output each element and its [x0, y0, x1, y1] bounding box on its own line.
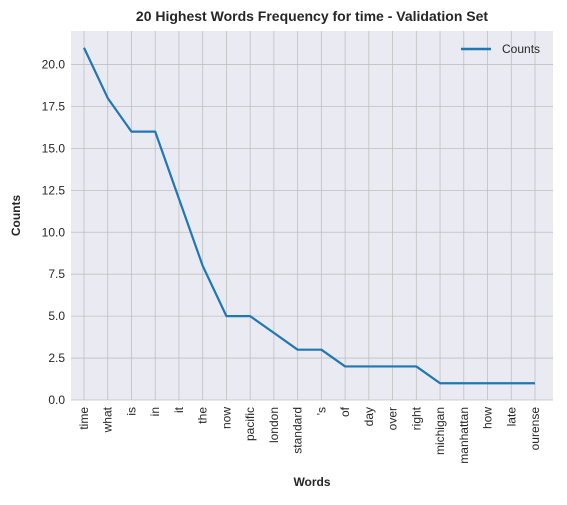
series-line-counts	[83, 47, 535, 385]
x-tick-label: the	[196, 407, 210, 424]
y-tick-label: 10.0	[42, 225, 66, 239]
legend-label-counts: Counts	[502, 42, 540, 56]
y-tick-label: 20.0	[42, 58, 66, 72]
x-tick-label: it	[172, 406, 186, 413]
x-tick-label: in	[148, 407, 162, 416]
x-tick-label: day	[362, 407, 376, 426]
x-tick-label: now	[219, 407, 233, 429]
x-tick-label: over	[386, 407, 400, 430]
plot-area	[71, 31, 553, 400]
y-tick-labels: 0.0 2.5 5.0 7.5 10.0 12.5 15.0 17.5 20.0	[42, 58, 66, 407]
y-tick-label: 7.5	[48, 267, 65, 281]
x-tick-label: ourense	[528, 407, 542, 451]
grid-lines	[71, 31, 553, 401]
y-tick-label: 0.0	[48, 393, 65, 407]
x-tick-label: manhattan	[457, 407, 471, 464]
legend: Counts	[461, 42, 540, 56]
x-axis-label: Words	[293, 475, 330, 489]
y-axis-label: Counts	[9, 195, 23, 237]
x-tick-label: is	[124, 407, 138, 416]
y-tick-label: 15.0	[42, 141, 66, 155]
x-tick-label: london	[267, 407, 281, 443]
x-tick-labels: time what is in it the now pacific london standar…	[77, 406, 542, 463]
x-tick-label: pacific	[243, 407, 257, 441]
x-tick-label: standard	[291, 407, 305, 454]
y-tick-label: 17.5	[42, 99, 66, 113]
y-tick-label: 12.5	[42, 183, 66, 197]
x-tick-label: of	[338, 406, 352, 417]
y-tick-label: 5.0	[48, 309, 65, 323]
x-tick-label: late	[504, 407, 518, 427]
chart-title: 20 Highest Words Frequency for time - Va…	[136, 8, 488, 24]
x-tick-label: time	[77, 407, 91, 430]
x-tick-label: what	[101, 406, 115, 433]
x-tick-label: right	[409, 406, 423, 430]
x-tick-label: michigan	[433, 407, 447, 455]
y-tick-label: 2.5	[48, 351, 65, 365]
x-tick-label: 's	[314, 407, 328, 415]
x-tick-label: how	[481, 407, 495, 429]
